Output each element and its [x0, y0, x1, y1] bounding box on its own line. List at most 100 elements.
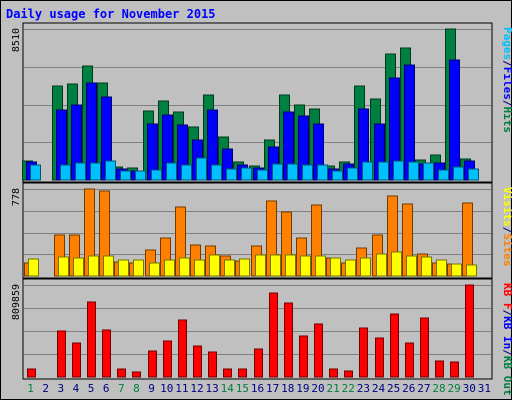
- bar-kb-f-day-29: [450, 361, 459, 378]
- x-tick-label: 3: [58, 382, 65, 395]
- bar-visits-day-6: [103, 255, 114, 277]
- x-tick-label: 25: [387, 382, 400, 395]
- bar-pages-day-10: [166, 162, 177, 181]
- bar-pages-day-8: [135, 170, 146, 181]
- bar-kb-f-day-18: [284, 302, 293, 378]
- bar-visits-day-9: [149, 262, 160, 277]
- bar-pages-day-19: [302, 164, 313, 181]
- bar-kb-f-day-12: [193, 345, 202, 378]
- x-tick-label: 13: [205, 382, 218, 395]
- ymax-label-mid: 778: [11, 188, 22, 206]
- x-tick-label: 15: [236, 382, 249, 395]
- bar-visits-day-27: [421, 256, 432, 277]
- bar-visits-day-13: [209, 254, 220, 277]
- bar-visits-day-7: [118, 259, 129, 277]
- bar-visits-day-16: [255, 254, 266, 277]
- x-tick-label: 20: [311, 382, 324, 395]
- bar-visits-day-1: [28, 258, 39, 277]
- x-tick-label: 31: [478, 382, 491, 395]
- bar-pages-day-22: [347, 167, 358, 181]
- bar-kb-f-day-24: [375, 337, 384, 378]
- x-tick-label: 21: [327, 382, 340, 395]
- bar-kb-f-day-16: [254, 348, 263, 378]
- bar-visits-day-8: [133, 259, 144, 277]
- bar-visits-day-22: [345, 259, 356, 277]
- legend-item: /: [501, 310, 512, 317]
- chart-title: Daily usage for November 2015: [6, 7, 216, 21]
- bar-pages-day-30: [468, 168, 479, 181]
- legend-item: Pages: [501, 27, 512, 60]
- bar-kb-f-day-27: [420, 317, 429, 378]
- x-tick-label: 14: [221, 382, 235, 395]
- bar-pages-day-14: [226, 168, 237, 181]
- bar-pages-day-5: [90, 162, 101, 181]
- x-tick-label: 11: [175, 382, 188, 395]
- x-tick-label: 27: [417, 382, 430, 395]
- bar-kb-f-day-26: [405, 342, 414, 378]
- bar-kb-f-day-13: [208, 351, 217, 378]
- bar-kb-f-day-8: [132, 371, 141, 378]
- x-tick-label: 2: [42, 382, 49, 395]
- bar-visits-day-25: [391, 251, 402, 277]
- x-tick-label: 4: [73, 382, 80, 395]
- bar-pages-day-6: [105, 160, 116, 181]
- legend-item: KB In: [501, 316, 512, 349]
- legend-item: Sites: [501, 233, 512, 266]
- x-tick-label: 12: [190, 382, 203, 395]
- bar-pages-day-23: [362, 161, 373, 181]
- bar-pages-day-12: [196, 157, 207, 181]
- bar-visits-day-20: [315, 255, 326, 277]
- bar-kb-f-day-22: [344, 370, 353, 378]
- x-tick-label: 26: [402, 382, 415, 395]
- legend-item: /: [501, 349, 512, 356]
- x-tick-label: 6: [103, 382, 110, 395]
- bar-pages-day-3: [60, 164, 71, 181]
- bar-visits-day-4: [73, 257, 84, 277]
- bar-kb-f-day-15: [238, 368, 247, 378]
- bar-visits-day-21: [330, 257, 341, 277]
- bar-pages-day-1: [30, 164, 41, 181]
- bar-kb-f-day-1: [27, 368, 36, 378]
- bar-visits-day-5: [88, 255, 99, 277]
- bar-visits-day-30: [466, 264, 477, 277]
- bar-kb-f-day-21: [329, 368, 338, 378]
- bar-pages-day-24: [378, 161, 389, 181]
- legend-mid: Visits/Sites: [501, 187, 512, 267]
- bar-pages-day-16: [257, 169, 268, 181]
- bar-kb-f-day-23: [359, 327, 368, 378]
- bar-kb-f-day-20: [314, 323, 323, 378]
- bar-visits-day-19: [300, 255, 311, 277]
- bar-visits-day-14: [224, 259, 235, 277]
- bar-visits-day-10: [164, 259, 175, 277]
- bar-visits-day-15: [239, 258, 250, 277]
- bar-pages-day-20: [317, 164, 328, 181]
- bar-kb-f-day-17: [269, 292, 278, 378]
- bar-visits-day-26: [406, 255, 417, 277]
- bar-kb-f-day-9: [148, 350, 157, 378]
- bar-visits-day-23: [360, 257, 371, 277]
- x-tick-label: 5: [88, 382, 95, 395]
- ymax-label-top: 8510: [11, 28, 22, 52]
- bar-pages-day-7: [120, 170, 131, 181]
- bar-files-day-29: [449, 59, 460, 181]
- x-tick-label: 23: [357, 382, 370, 395]
- x-tick-label: 1: [27, 382, 34, 395]
- x-tick-label: 30: [463, 382, 476, 395]
- x-tick-label: 22: [342, 382, 355, 395]
- bar-kb-f-day-6: [102, 329, 111, 378]
- bar-kb-f-day-7: [117, 368, 126, 378]
- bar-kb-f-day-19: [299, 335, 308, 378]
- bar-visits-day-28: [436, 259, 447, 277]
- x-tick-label: 24: [372, 382, 386, 395]
- bar-kb-f-day-11: [178, 319, 187, 378]
- bar-pages-day-17: [272, 163, 283, 181]
- bar-visits-day-11: [179, 257, 190, 277]
- x-tick-label: 9: [148, 382, 155, 395]
- bar-pages-day-29: [453, 166, 464, 181]
- x-tick-label: 7: [118, 382, 125, 395]
- x-tick-label: 28: [432, 382, 445, 395]
- legend-top: Pages/Files/Hits: [501, 27, 512, 133]
- bar-visits-day-12: [194, 259, 205, 277]
- legend-item: KB Out: [501, 356, 512, 396]
